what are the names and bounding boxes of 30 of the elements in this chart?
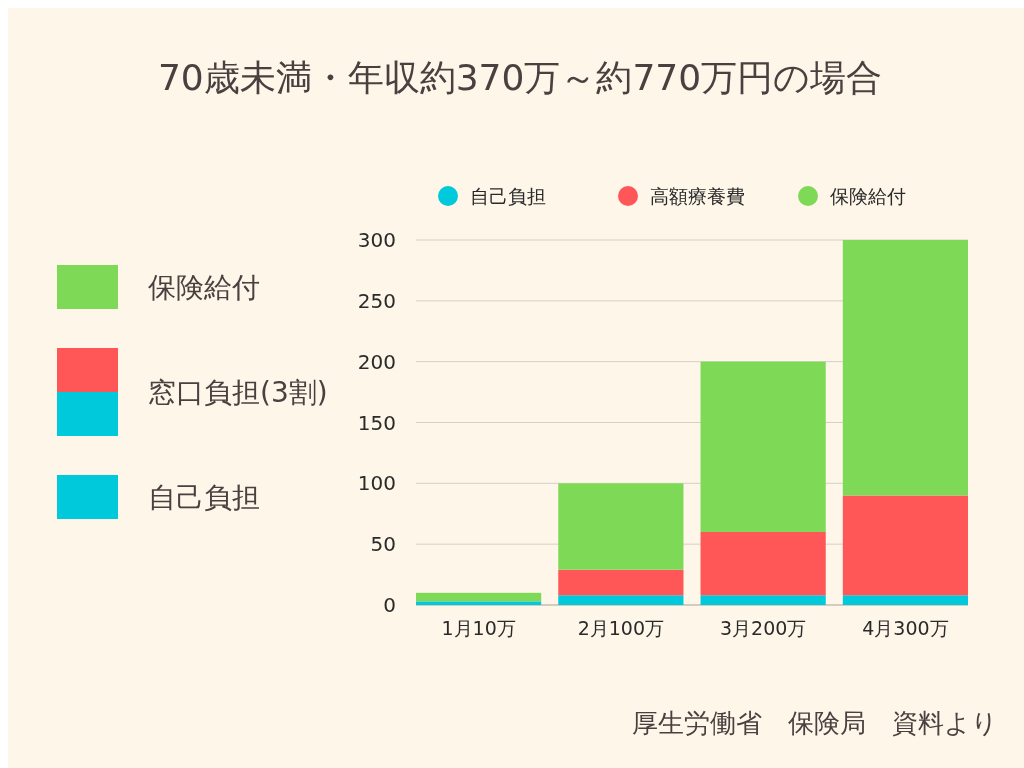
y-tick-label: 150: [357, 410, 396, 435]
chart-title: 70歳未満・年収約370万～約770万円の場合: [157, 57, 883, 98]
bar: [416, 592, 542, 602]
y-tick-label: 50: [370, 532, 396, 557]
bar: [416, 601, 542, 605]
y-tick-label: 250: [357, 288, 396, 313]
bar: [700, 532, 826, 596]
bar: [842, 240, 968, 496]
bar: [558, 483, 684, 570]
x-tick-label: 1月10万: [441, 617, 516, 639]
x-tick-label: 2月100万: [577, 617, 665, 639]
x-tick-label: 3月200万: [719, 617, 807, 639]
y-tick-label: 0: [383, 593, 396, 617]
bar: [558, 569, 684, 596]
text: 窓口負担(3割): [148, 375, 328, 409]
legend-label: 自己負担: [470, 184, 546, 207]
y-tick-label: 300: [357, 228, 396, 252]
x-tick-label: 4月300万: [862, 617, 949, 639]
y-tick-label: 100: [357, 471, 396, 496]
text: 保険給付: [148, 270, 260, 304]
text: 自己負担: [148, 480, 260, 514]
text: 厚生労働省 保険局 資料より: [632, 708, 998, 738]
legend-label: 保険給付: [830, 184, 906, 207]
y-tick-label: 200: [357, 349, 396, 374]
legend-label: 高額療養費: [650, 184, 745, 207]
bar: [700, 361, 826, 532]
bar: [558, 595, 684, 605]
bar: [842, 595, 968, 605]
bar: [842, 495, 968, 596]
bar: [700, 595, 826, 605]
